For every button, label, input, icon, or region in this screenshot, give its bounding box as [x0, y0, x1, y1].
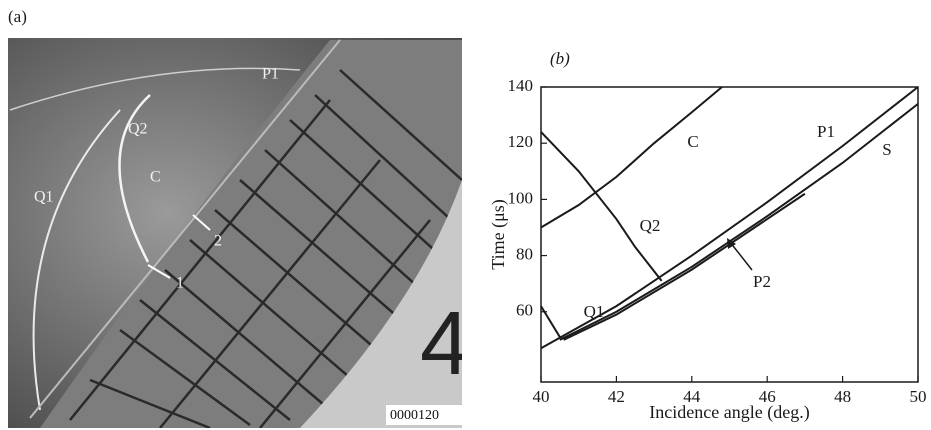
y-tick-label: 60 [516, 301, 533, 320]
panel-label: (b) [550, 49, 570, 68]
photo-annotation: 1 [176, 275, 184, 292]
photo-annotation: C [150, 169, 161, 186]
photo: 4 [8, 38, 470, 428]
x-tick-label: 48 [834, 387, 851, 406]
curve [541, 306, 560, 337]
x-tick-label: 50 [910, 387, 927, 406]
y-tick-label: 100 [508, 188, 534, 207]
curve [541, 132, 662, 281]
y-tick-label: 140 [508, 76, 534, 95]
curve-label: Q2 [640, 216, 661, 235]
svg-text:4: 4 [420, 294, 470, 394]
curve-label: Q1 [584, 302, 605, 321]
y-tick-label: 120 [508, 132, 534, 151]
photo-annotation: P1 [262, 66, 279, 83]
panel-label: (a) [8, 7, 27, 26]
photo-annotation: Q2 [128, 121, 148, 138]
frame-counter: 0000120 [390, 408, 439, 423]
curve-label: S [882, 140, 891, 159]
curve-label: C [687, 132, 698, 151]
figure: (a) 4 0000120 Q1Q2CP112(b)40424446485060… [0, 0, 931, 430]
photo-annotation: 2 [214, 233, 222, 250]
y-tick-label: 80 [516, 244, 533, 263]
curve-label: P2 [753, 272, 771, 291]
y-axis-label: Time (μs) [488, 199, 509, 270]
curve [541, 87, 722, 227]
x-tick-label: 42 [608, 387, 625, 406]
pointer-arrow [730, 242, 752, 270]
x-tick-label: 40 [533, 387, 550, 406]
curve-label: P1 [817, 122, 835, 141]
photo-annotation: Q1 [34, 189, 54, 206]
x-axis-label: Incidence angle (deg.) [649, 402, 809, 423]
